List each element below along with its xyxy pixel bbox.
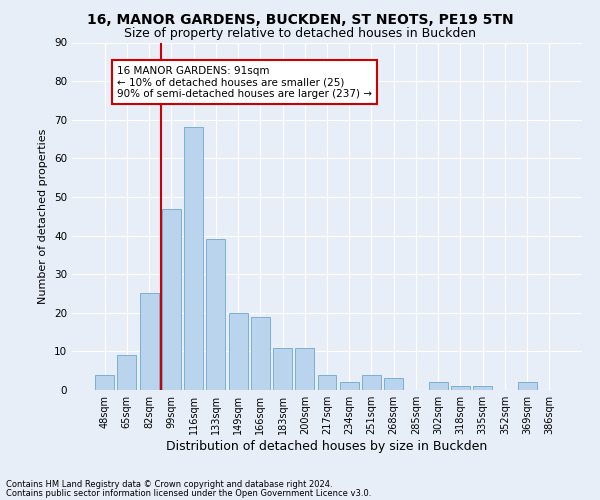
Bar <box>518 382 536 390</box>
Y-axis label: Number of detached properties: Number of detached properties <box>38 128 49 304</box>
X-axis label: Distribution of detached houses by size in Buckden: Distribution of detached houses by size … <box>166 440 488 453</box>
Text: 16, MANOR GARDENS, BUCKDEN, ST NEOTS, PE19 5TN: 16, MANOR GARDENS, BUCKDEN, ST NEOTS, PE… <box>86 12 514 26</box>
Bar <box>206 240 225 390</box>
Bar <box>229 313 248 390</box>
Text: Contains HM Land Registry data © Crown copyright and database right 2024.: Contains HM Land Registry data © Crown c… <box>6 480 332 489</box>
Bar <box>429 382 448 390</box>
Bar <box>118 355 136 390</box>
Bar <box>384 378 403 390</box>
Bar <box>273 348 292 390</box>
Bar <box>340 382 359 390</box>
Bar <box>295 348 314 390</box>
Bar <box>451 386 470 390</box>
Text: 16 MANOR GARDENS: 91sqm
← 10% of detached houses are smaller (25)
90% of semi-de: 16 MANOR GARDENS: 91sqm ← 10% of detache… <box>117 66 372 99</box>
Bar <box>140 294 158 390</box>
Bar <box>251 316 270 390</box>
Bar <box>473 386 492 390</box>
Text: Contains public sector information licensed under the Open Government Licence v3: Contains public sector information licen… <box>6 488 371 498</box>
Bar <box>317 374 337 390</box>
Text: Size of property relative to detached houses in Buckden: Size of property relative to detached ho… <box>124 28 476 40</box>
Bar <box>162 208 181 390</box>
Bar <box>95 374 114 390</box>
Bar <box>362 374 381 390</box>
Bar <box>184 128 203 390</box>
